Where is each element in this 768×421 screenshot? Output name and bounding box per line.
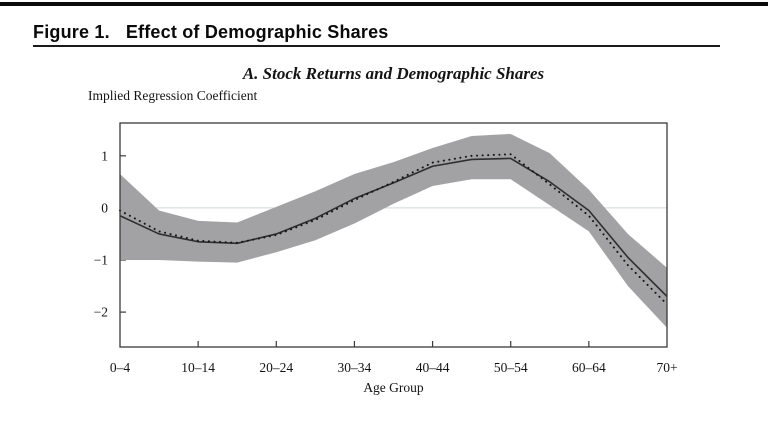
x-tick-label: 20–24 — [259, 360, 293, 375]
x-tick-label: 10–14 — [181, 360, 215, 375]
top-rule — [0, 2, 768, 6]
x-tick-label: 50–54 — [494, 360, 528, 375]
x-tick-label: 40–44 — [416, 360, 450, 375]
figure-number: Figure 1. — [33, 22, 110, 42]
y-axis-title: Implied Regression Coefficient — [88, 88, 258, 103]
y-tick-label: −2 — [94, 305, 108, 320]
x-tick-label: 70+ — [656, 360, 677, 375]
figure-caption: Figure 1. Effect of Demographic Shares — [33, 22, 733, 43]
confidence-band — [120, 133, 667, 328]
x-tick-label: 60–64 — [572, 360, 606, 375]
caption-underline — [33, 45, 720, 47]
x-tick-label: 30–34 — [338, 360, 372, 375]
panel-title: A. Stock Returns and Demographic Shares — [242, 64, 545, 83]
x-tick-label: 0–4 — [110, 360, 131, 375]
figure-caption-text: Effect of Demographic Shares — [125, 22, 389, 42]
x-axis-title: Age Group — [363, 380, 424, 395]
solid-series-line — [119, 157, 668, 298]
plot-border — [119, 122, 668, 348]
y-tick-label: 0 — [101, 200, 108, 215]
y-tick-label: −1 — [94, 253, 108, 268]
y-tick-label: 1 — [101, 148, 108, 163]
dotted-series-line — [119, 153, 668, 306]
